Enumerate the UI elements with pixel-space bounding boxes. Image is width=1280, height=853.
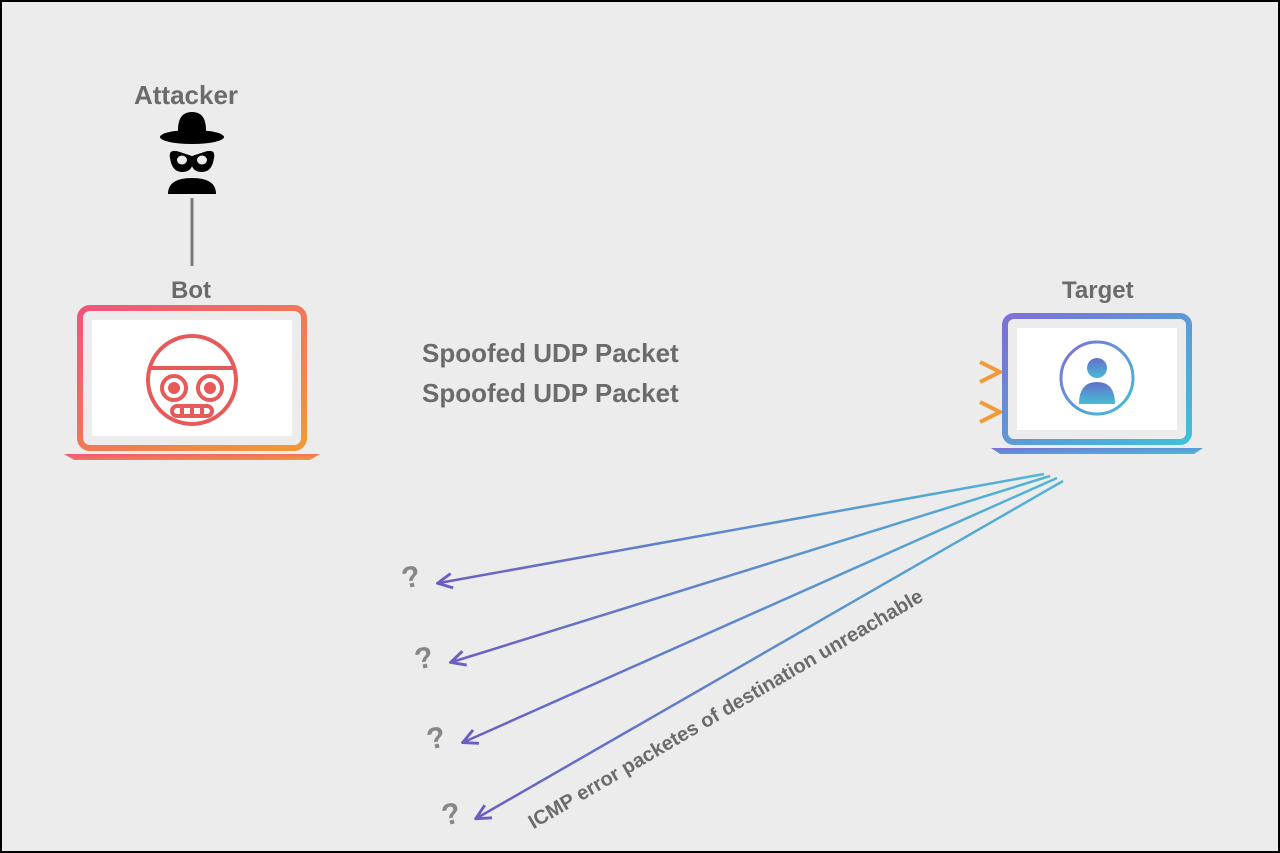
icmp-arrow-1 (439, 474, 1044, 583)
icmp-response-label: ICMP error packetes of destination unrea… (525, 585, 927, 833)
target-laptop-icon (991, 316, 1203, 454)
icmp-arrow-4 (477, 481, 1063, 818)
diagram-svg: Spoofed UDP Packet Spoofed UDP Packet IC… (2, 2, 1280, 853)
attacker-icon (160, 112, 224, 194)
diagram-canvas: Attacker Bot Target (0, 0, 1280, 853)
icmp-arrow-3 (464, 478, 1057, 742)
udp-packet-label-2: Spoofed UDP Packet (422, 378, 679, 408)
udp-packet-label-1: Spoofed UDP Packet (422, 338, 679, 368)
bot-laptop-icon (64, 308, 320, 460)
icmp-arrow-2 (452, 476, 1050, 662)
